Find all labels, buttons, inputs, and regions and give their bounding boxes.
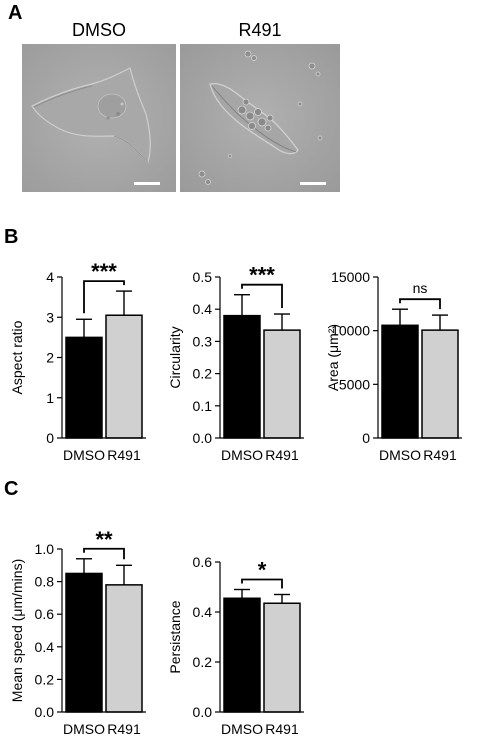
x-tick-label: DMSO [63,447,105,463]
y-tick-label: 0.6 [193,554,213,570]
x-tick-label: R491 [265,447,299,463]
significance-bracket [83,280,125,314]
y-tick-label: 2 [46,350,54,366]
y-tick-label: 0.0 [193,704,213,720]
bar-r491 [105,584,143,713]
micrograph-dmso [22,44,176,192]
significance-bracket [241,283,283,309]
scale-bar [134,182,160,185]
chart-aspect-ratio: 0 1 2 3 4 Aspect ratio DMSO R491 *** [9,262,146,463]
panel-c-letter: C [4,478,19,500]
x-tick-label: R491 [423,447,457,463]
chart-circularity: 0.0 0.1 0.2 0.3 0.4 0.5 Circularity DMSO R491 *** [168,263,304,463]
y-tick-label: 4 [46,269,54,285]
significance-bracket [241,578,283,589]
image-label-dmso: DMSO [72,20,126,40]
y-tick-label: 3 [46,309,54,325]
y-tick-label: 0.8 [35,574,55,590]
y-axis-label: Mean speed (μm/mins) [9,559,25,702]
x-tick-label: DMSO [63,721,105,736]
x-tick-label: R491 [265,721,299,736]
significance-bracket [83,547,125,560]
y-axis-label: Area (μm²) [325,324,341,391]
y-tick-label: 0.3 [193,333,213,349]
y-tick-label: 0.5 [193,269,213,285]
panel-a-letter: A [8,2,23,24]
y-tick-label: 0.1 [193,398,213,414]
y-tick-label: 0.0 [35,704,55,720]
significance-label: *** [91,262,117,284]
x-tick-label: R491 [107,447,141,463]
y-tick-label: 0 [46,430,54,446]
x-tick-label: DMSO [221,447,263,463]
y-tick-label: 0.6 [35,606,55,622]
bar-dmso [381,324,419,439]
chart-area: 0 5000 10000 15000 Area (μm²) DMSO R491 ns [325,269,462,463]
bar-r491 [105,314,143,439]
y-tick-label: 0 [362,430,370,446]
y-tick-label: 10000 [331,323,370,339]
y-axis-label: Persistance [168,600,183,673]
y-tick-label: 0.4 [193,604,213,620]
y-tick-label: 0.2 [193,366,213,382]
chart-mean-speed: 0.0 0.2 0.4 0.6 0.8 1.0 Mean speed (μm/mins) DM… [9,527,146,736]
scale-bar [300,182,326,185]
y-tick-label: 1 [46,390,54,406]
x-tick-label: DMSO [221,721,263,736]
x-tick-label: R491 [107,721,141,736]
y-axis-label: Aspect ratio [9,320,25,394]
y-axis-label: Circularity [168,326,183,388]
chart-persistance: 0.0 0.2 0.4 0.6 Persistance DMSO R491 * [168,554,304,736]
panel-b-letter: B [4,226,19,248]
bar-dmso [223,597,261,713]
bar-dmso [65,336,103,439]
significance-label: * [258,558,267,583]
bar-r491 [421,329,459,439]
y-tick-label: 15000 [331,269,370,285]
bar-r491 [263,602,301,713]
y-tick-label: 0.2 [35,671,55,687]
bar-r491 [263,329,301,439]
micrograph-r491 [180,44,340,192]
y-tick-label: 1.0 [35,541,55,557]
bar-dmso [65,572,103,713]
x-tick-label: DMSO [379,447,421,463]
significance-bracket [399,298,441,310]
y-tick-label: 0.0 [193,430,213,446]
bar-dmso [223,314,261,439]
y-tick-label: 5000 [339,376,370,392]
image-label-r491: R491 [238,20,282,40]
y-tick-label: 0.2 [193,654,213,670]
significance-label: *** [249,263,275,288]
y-tick-label: 0.4 [35,639,55,655]
significance-label: ** [95,527,113,552]
significance-label: ns [413,280,428,296]
y-tick-label: 0.4 [193,301,213,317]
